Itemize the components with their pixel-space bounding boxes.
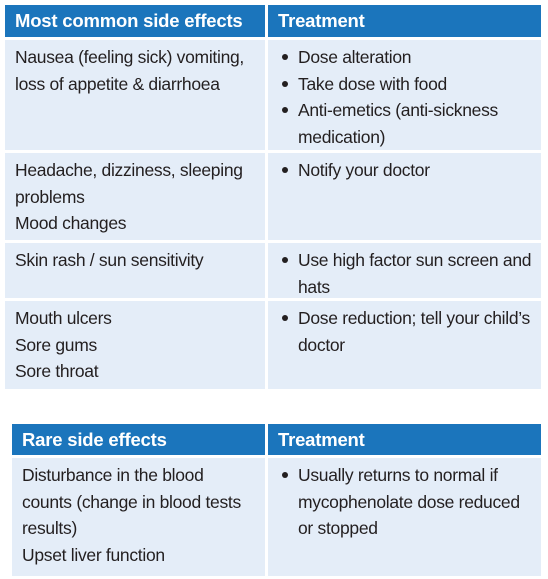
treatment-item: Notify your doctor [278,157,533,184]
treatment-item: Usually returns to normal if mycophenola… [278,462,533,542]
effects-cell: Mouth ulcers Sore gums Sore throat [5,301,265,389]
treatment-cell: Notify your doctor [268,153,541,240]
treatment-cell: Usually returns to normal if mycophenola… [268,458,541,576]
effect-text: Nausea (feeling sick) vomiting, loss of … [15,47,244,94]
treatment-item: Dose reduction; tell your child’s doctor [278,305,533,358]
effect-text: Disturbance in the blood counts (change … [22,465,241,538]
rare-effects-table: Rare side effects Treatment Disturbance in… [12,424,541,576]
effect-text: Upset liver function [22,544,165,565]
treatment-cell: Dose reduction; tell your child’s doctor [268,301,541,389]
treatment-cell: Dose alteration Take dose with food Anti-e… [268,40,541,150]
effects-cell: Disturbance in the blood counts (change … [12,458,265,576]
effects-cell: Skin rash / sun sensitivity [5,243,265,298]
effect-text: Skin rash / sun sensitivity [15,250,204,270]
treatment-item: Take dose with food [278,71,533,98]
treatment-item: Anti-emetics (anti-sickness medication) [278,97,533,150]
effect-text: Sore gums [15,334,97,355]
effect-text: Mouth ulcers [15,308,112,328]
treatment-list: Dose reduction; tell your child’s doctor [278,305,533,358]
header-cell: Rare side effects [12,424,265,455]
common-effects-table: Most common side effects Treatment Nausea … [5,5,541,389]
treatment-list: Dose alteration Take dose with food Anti-e… [278,44,533,150]
treatment-list: Notify your doctor [278,157,533,184]
treatment-list: Usually returns to normal if mycophenola… [278,462,533,542]
treatment-item: Dose alteration [278,44,533,71]
treatment-list: Use high factor sun screen and hats [278,247,533,300]
header-cell: Most common side effects [5,5,265,37]
effects-cell: Headache, dizziness, sleeping problems Mo… [5,153,265,240]
effects-cell: Nausea (feeling sick) vomiting, loss of … [5,40,265,150]
effect-text: Headache, dizziness, sleeping problems [15,160,243,207]
treatment-cell: Use high factor sun screen and hats [268,243,541,298]
treatment-item: Use high factor sun screen and hats [278,247,533,300]
header-cell: Treatment [268,424,541,455]
header-cell: Treatment [268,5,541,37]
effect-text: Sore throat [15,361,99,381]
effect-text: Mood changes [15,213,127,233]
